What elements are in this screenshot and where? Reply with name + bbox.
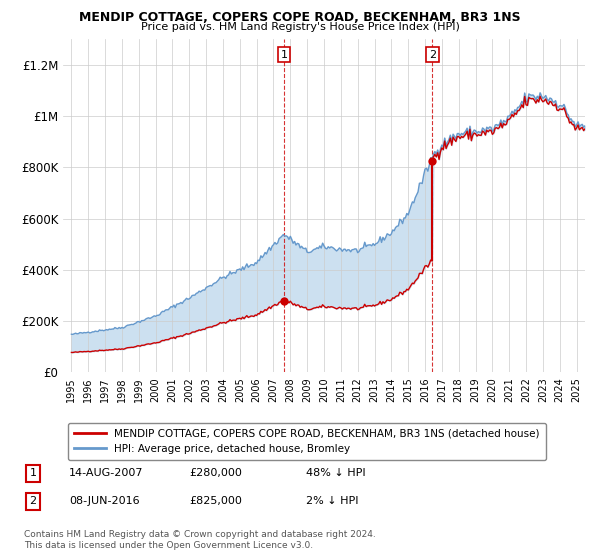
Text: 1: 1 bbox=[29, 468, 37, 478]
Text: 48% ↓ HPI: 48% ↓ HPI bbox=[306, 468, 365, 478]
Text: MENDIP COTTAGE, COPERS COPE ROAD, BECKENHAM, BR3 1NS: MENDIP COTTAGE, COPERS COPE ROAD, BECKEN… bbox=[79, 11, 521, 24]
Text: 2% ↓ HPI: 2% ↓ HPI bbox=[306, 496, 359, 506]
Text: £825,000: £825,000 bbox=[189, 496, 242, 506]
Text: 08-JUN-2016: 08-JUN-2016 bbox=[69, 496, 140, 506]
Text: 14-AUG-2007: 14-AUG-2007 bbox=[69, 468, 143, 478]
Text: Price paid vs. HM Land Registry's House Price Index (HPI): Price paid vs. HM Land Registry's House … bbox=[140, 22, 460, 32]
Text: 2: 2 bbox=[29, 496, 37, 506]
Legend: MENDIP COTTAGE, COPERS COPE ROAD, BECKENHAM, BR3 1NS (detached house), HPI: Aver: MENDIP COTTAGE, COPERS COPE ROAD, BECKEN… bbox=[68, 423, 546, 460]
Text: 2: 2 bbox=[429, 50, 436, 59]
Text: Contains HM Land Registry data © Crown copyright and database right 2024.: Contains HM Land Registry data © Crown c… bbox=[24, 530, 376, 539]
Text: This data is licensed under the Open Government Licence v3.0.: This data is licensed under the Open Gov… bbox=[24, 541, 313, 550]
Text: £280,000: £280,000 bbox=[189, 468, 242, 478]
Text: 1: 1 bbox=[280, 50, 287, 59]
